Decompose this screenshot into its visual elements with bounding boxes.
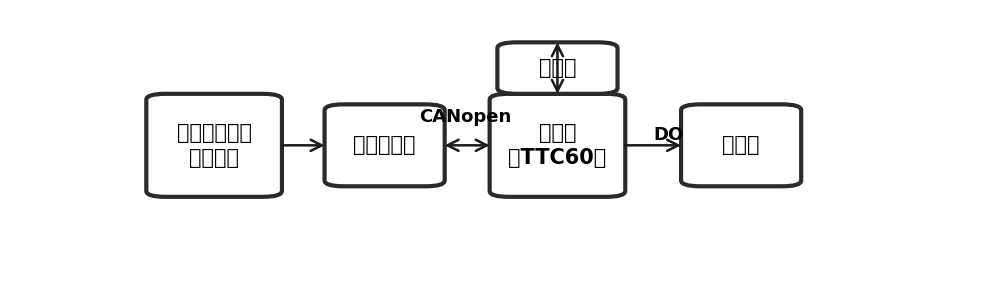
Text: 控制器
（TTC60）: 控制器 （TTC60） — [508, 123, 607, 168]
FancyBboxPatch shape — [490, 94, 625, 197]
Text: 数据采集卡: 数据采集卡 — [353, 135, 416, 155]
FancyBboxPatch shape — [497, 42, 618, 94]
FancyBboxPatch shape — [146, 94, 282, 197]
Text: 继电器: 继电器 — [722, 135, 760, 155]
FancyBboxPatch shape — [325, 104, 445, 186]
Text: DO: DO — [654, 126, 684, 144]
Text: CANopen: CANopen — [419, 108, 511, 126]
Text: 显示器: 显示器 — [539, 58, 576, 78]
Text: 高精度激光测
距传感器: 高精度激光测 距传感器 — [177, 123, 252, 168]
FancyBboxPatch shape — [681, 104, 801, 186]
